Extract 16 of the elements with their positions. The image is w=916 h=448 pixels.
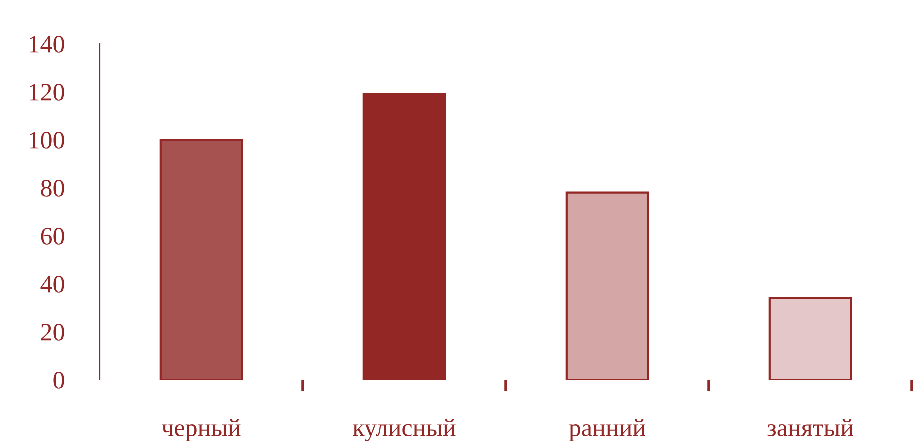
bar xyxy=(768,297,852,380)
bar xyxy=(362,93,446,380)
y-tick-label: 100 xyxy=(30,132,64,149)
y-tick-label: 0 xyxy=(54,372,64,389)
x-tick-label: ранний xyxy=(569,419,646,442)
y-tick-label: 20 xyxy=(41,324,64,341)
y-tick-label: 60 xyxy=(41,228,64,245)
x-tick-label: черный xyxy=(162,419,241,442)
y-tick-label: 140 xyxy=(30,36,64,53)
bar xyxy=(160,138,244,380)
x-tick-label: кулисный xyxy=(353,419,456,442)
x-tick-label: занятый xyxy=(768,419,854,436)
bar xyxy=(566,192,650,380)
y-tick-label: 80 xyxy=(41,180,64,197)
y-tick-label: 120 xyxy=(30,84,64,101)
y-tick-label: 40 xyxy=(40,276,64,293)
